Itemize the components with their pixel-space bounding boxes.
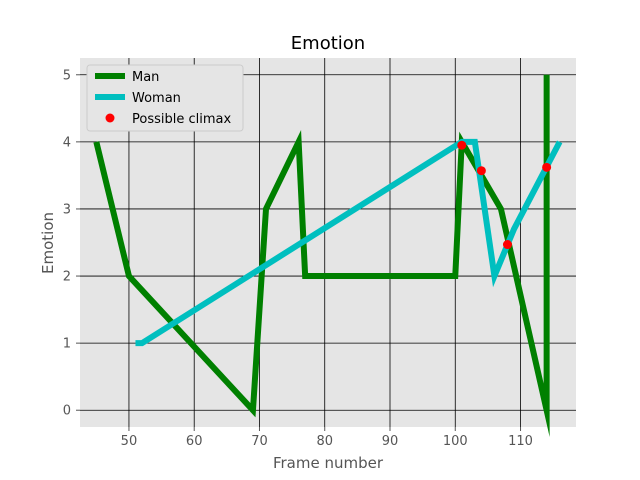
climax-point [457, 140, 467, 150]
legend: Man Woman Possible climax [86, 64, 244, 132]
x-axis-label: Frame number [273, 454, 384, 472]
legend-climax-label: Possible climax [132, 112, 231, 127]
legend-climax-marker [105, 113, 115, 123]
climax-point [542, 162, 552, 172]
legend-woman-label: Woman [132, 91, 181, 106]
x-tick-label: 70 [251, 434, 268, 449]
x-tick-label: 90 [382, 434, 399, 449]
y-tick-label: 5 [63, 68, 71, 83]
x-tick-label: 80 [316, 434, 333, 449]
legend-box [86, 64, 244, 132]
x-tick-label: 110 [508, 434, 533, 449]
y-tick-label: 1 [63, 337, 71, 352]
y-tick-label: 0 [63, 404, 71, 419]
y-axis-label: Emotion [39, 212, 57, 274]
climax-point [476, 166, 486, 176]
x-tick-label: 60 [186, 434, 203, 449]
y-tick-label: 3 [63, 202, 71, 217]
series-woman-line [135, 138, 563, 347]
legend-man-label: Man [132, 70, 159, 85]
y-tick-label: 4 [63, 135, 71, 150]
chart-title: Emotion [291, 33, 365, 54]
y-tick-label: 2 [63, 270, 71, 285]
x-tick-labels: 50 60 70 80 90 100 110 [121, 427, 533, 449]
series-layer [93, 74, 563, 437]
y-tick-labels: 0 1 2 3 4 5 [63, 68, 80, 419]
climax-point [502, 240, 512, 250]
x-tick-label: 50 [121, 434, 138, 449]
x-tick-label: 100 [443, 434, 468, 449]
